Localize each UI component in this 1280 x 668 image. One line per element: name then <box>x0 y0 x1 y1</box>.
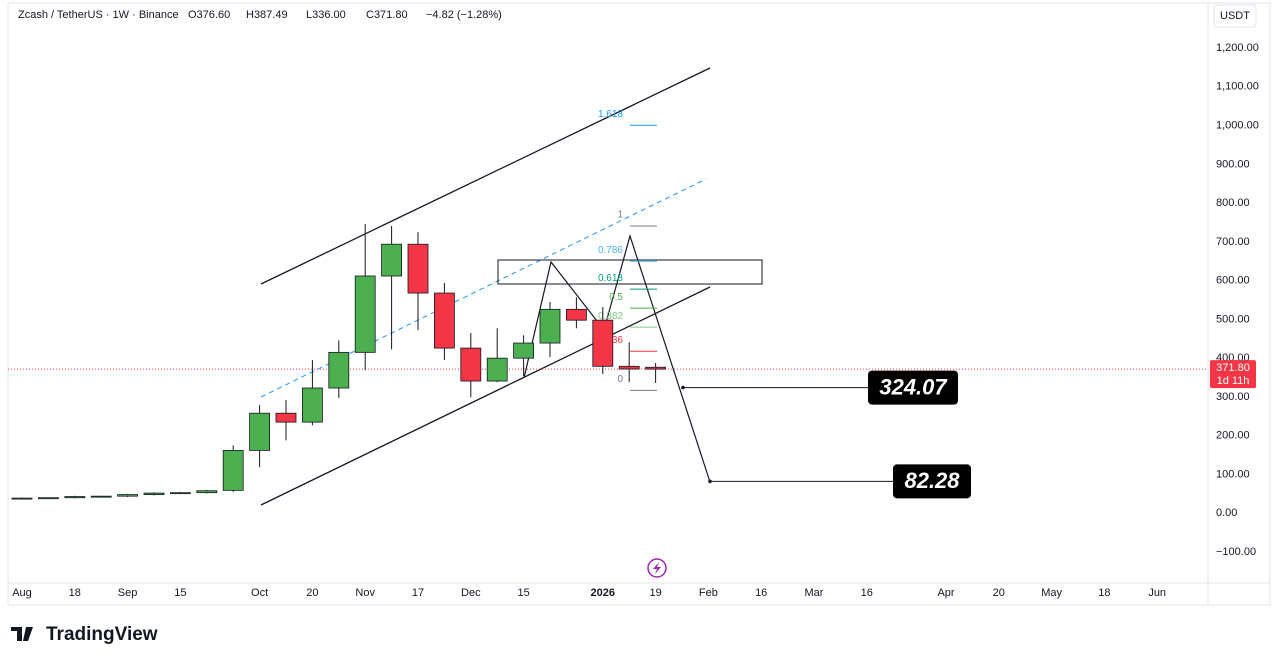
x-tick-label: 2026 <box>591 587 615 599</box>
y-tick-label: −100.00 <box>1216 546 1256 558</box>
frame <box>7 2 1271 606</box>
fib-label: 0.786 <box>598 245 623 256</box>
y-tick-label: 1,100.00 <box>1216 81 1259 93</box>
fib-label: 0.5 <box>609 292 623 303</box>
candle-body <box>513 342 534 359</box>
channel-mid <box>260 178 707 398</box>
y-tick-label: 800.00 <box>1216 197 1250 209</box>
x-tick-label: 16 <box>755 587 767 599</box>
price-badge-label: 371.80 <box>1216 362 1250 374</box>
y-tick-label: 900.00 <box>1216 158 1250 170</box>
channel-lower <box>260 286 711 506</box>
ohlc-legend: O376.60 <box>188 9 230 21</box>
target-point <box>681 385 685 390</box>
x-tick-label: Oct <box>251 587 268 599</box>
candle-body <box>301 387 323 423</box>
x-tick-label: 15 <box>517 587 529 599</box>
x-tick-label: 15 <box>174 587 186 599</box>
candle-body <box>407 243 429 294</box>
target-box <box>868 370 958 405</box>
fib-label: 1.618 <box>598 109 623 120</box>
candle-body <box>143 492 165 496</box>
x-tick-label: Apr <box>937 587 954 599</box>
candle-body <box>90 495 112 498</box>
x-tick-label: 18 <box>1098 587 1110 599</box>
y-tick-label: 1,200.00 <box>1216 42 1259 54</box>
target-label: 324.07 <box>879 374 948 399</box>
candle-body <box>592 319 614 367</box>
candle-body <box>11 497 33 500</box>
ohlc-legend: C371.80 <box>366 9 408 21</box>
x-tick-label: 17 <box>412 587 424 599</box>
logo-icon <box>11 627 33 641</box>
unit-box[interactable] <box>1213 4 1257 28</box>
candle-body <box>64 496 86 499</box>
target-box <box>893 464 971 499</box>
x-tick-label: Sep <box>118 587 138 599</box>
x-tick-label: Aug <box>12 587 32 599</box>
event-icon-bolt <box>653 562 661 574</box>
price-badge <box>1210 360 1256 389</box>
candle-body <box>354 275 376 353</box>
channel-upper <box>260 67 711 285</box>
candle-body <box>645 366 666 370</box>
fib-label: 0 <box>617 374 623 385</box>
x-tick-label: 20 <box>306 587 318 599</box>
x-tick-label: Dec <box>461 587 481 599</box>
candle-body <box>460 347 482 382</box>
candle-body <box>275 412 297 423</box>
candle-body <box>486 357 508 382</box>
y-unit: USDT <box>1220 10 1250 22</box>
candle-body <box>117 494 138 497</box>
price-badge-countdown: 1d 11h <box>1217 375 1250 387</box>
y-tick-label: 700.00 <box>1216 236 1250 248</box>
chart-title: Zcash / TetherUS · 1W · Binance <box>18 9 179 21</box>
candle-body <box>169 492 191 495</box>
y-tick-label: 100.00 <box>1216 468 1250 480</box>
y-tick-label: 500.00 <box>1216 313 1250 325</box>
candle-body <box>618 365 640 370</box>
y-tick-label: 1,000.00 <box>1216 119 1259 131</box>
fib-label: 0.382 <box>598 311 623 322</box>
candle-body <box>196 490 218 494</box>
candle-body <box>433 292 455 349</box>
ohlc-legend: −4.82 (−1.28%) <box>426 9 502 21</box>
candle-body <box>38 497 59 500</box>
target-label: 82.28 <box>904 468 960 493</box>
brand: TradingView <box>46 624 158 645</box>
x-tick-label: 19 <box>649 587 661 599</box>
fib-label: 0.618 <box>598 273 623 284</box>
fib-label: 1 <box>617 210 623 221</box>
y-tick-label: 0.00 <box>1216 507 1237 519</box>
x-tick-label: 20 <box>993 587 1005 599</box>
x-tick-label: Nov <box>355 587 375 599</box>
y-tick-label: 200.00 <box>1216 430 1250 442</box>
x-tick-label: Jun <box>1148 587 1166 599</box>
zone-box <box>497 259 763 285</box>
x-tick-label: Mar <box>805 587 824 599</box>
x-tick-label: 18 <box>69 587 81 599</box>
y-tick-label: 300.00 <box>1216 391 1250 403</box>
ohlc-legend: H387.49 <box>246 9 288 21</box>
target-point <box>708 479 712 484</box>
candle-body <box>566 308 587 321</box>
y-tick-label: 600.00 <box>1216 275 1250 287</box>
x-tick-label: Feb <box>699 587 718 599</box>
candle-body <box>381 243 403 277</box>
x-tick-label: May <box>1041 587 1062 599</box>
x-tick-label: 16 <box>861 587 873 599</box>
ohlc-legend: L336.00 <box>306 9 346 21</box>
candle-body <box>328 351 350 389</box>
candle-body <box>222 450 244 491</box>
candle-body <box>539 308 561 344</box>
candle-body <box>249 412 271 451</box>
